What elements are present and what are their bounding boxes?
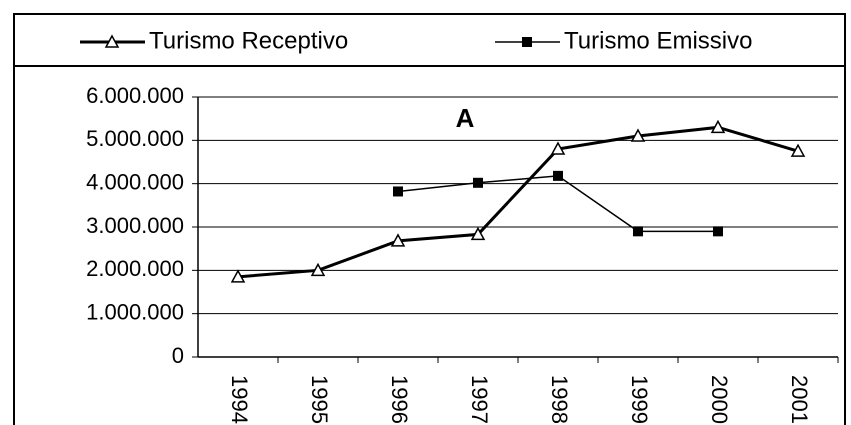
data-point xyxy=(630,128,646,142)
legend-marker xyxy=(522,37,532,47)
y-tick-label: 0 xyxy=(172,343,184,368)
data-point xyxy=(390,233,406,247)
x-tick-label: 1994 xyxy=(227,375,252,424)
legend-label: Turismo Receptivo xyxy=(149,27,348,54)
data-point xyxy=(473,177,483,188)
legend-label: Turismo Emissivo xyxy=(564,27,752,54)
data-point xyxy=(713,226,723,237)
data-point xyxy=(710,119,726,134)
x-tick-label: 1996 xyxy=(387,375,412,424)
frame xyxy=(13,13,846,425)
x-tick-label: 1998 xyxy=(547,375,572,424)
series-line xyxy=(397,175,718,233)
y-tick-label: 1.000.000 xyxy=(86,299,184,324)
data-point xyxy=(310,262,326,277)
x-tick-label: 1995 xyxy=(307,375,332,424)
y-tick-label: 4.000.000 xyxy=(86,169,184,194)
data-point xyxy=(230,269,246,283)
series-line xyxy=(237,125,799,279)
x-tick-label: 2001 xyxy=(787,375,812,424)
data-point xyxy=(550,141,566,155)
data-point xyxy=(470,226,486,241)
legend-marker xyxy=(104,34,120,48)
y-tick-label: 6.000.000 xyxy=(86,83,184,108)
x-tick-label: 2000 xyxy=(707,375,732,424)
x-tick-label: 1999 xyxy=(627,375,652,424)
x-tick-label: 1997 xyxy=(467,375,492,424)
data-point xyxy=(633,226,643,237)
data-point xyxy=(553,170,563,181)
y-tick-label: 2.000.000 xyxy=(86,256,184,281)
annotation: A xyxy=(456,103,475,133)
data-point xyxy=(393,186,403,197)
y-tick-label: 3.000.000 xyxy=(86,213,184,238)
data-point xyxy=(790,143,806,157)
y-tick-label: 5.000.000 xyxy=(86,126,184,151)
